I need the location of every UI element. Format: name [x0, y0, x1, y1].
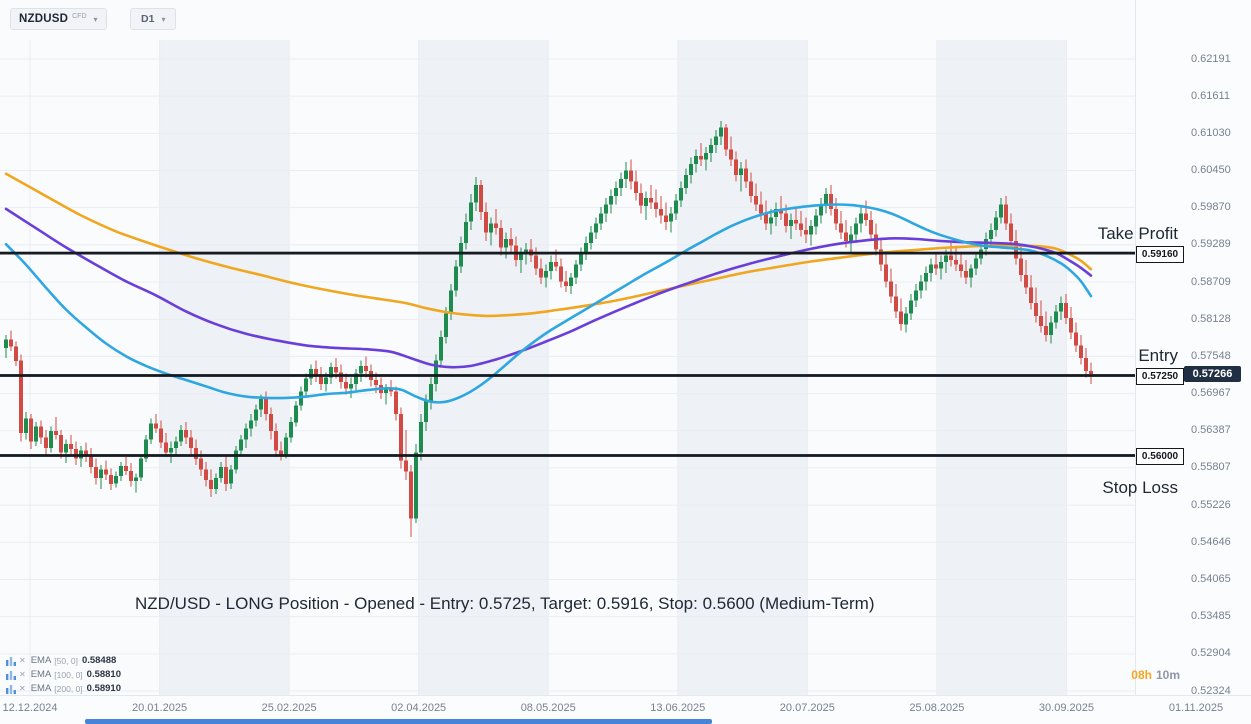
- mini-chart-icon: [6, 684, 16, 694]
- take-profit-label: Take Profit: [1097, 224, 1178, 244]
- date-tick-label: 13.06.2025: [650, 702, 706, 714]
- price-tick-label: 0.52324: [1191, 684, 1231, 697]
- ema-100-legend-row[interactable]: ✕ EMA [100, 0] 0.58810: [6, 668, 121, 681]
- indicator-legend: ✕ EMA [50, 0] 0.58488 ✕ EMA [100, 0] 0.5…: [6, 654, 121, 696]
- close-icon[interactable]: ✕: [19, 670, 26, 679]
- candle-countdown: 08h 10m: [1131, 668, 1180, 682]
- timeframe-label: D1: [141, 13, 155, 25]
- current-price-badge: 0.57266: [1184, 366, 1241, 383]
- time-scrollbar-thumb[interactable]: [85, 719, 712, 724]
- date-tick-label: 30.09.2025: [1038, 702, 1094, 714]
- date-tick-label: 12.12.2024: [2, 702, 58, 714]
- price-tick-label: 0.59870: [1191, 201, 1231, 214]
- price-tick-label: 0.60450: [1191, 164, 1231, 176]
- position-annotation: NZD/USD - LONG Position - Opened - Entry…: [135, 594, 875, 613]
- timeframe-selector[interactable]: D1 ▾: [130, 8, 177, 30]
- symbol-label: NZDUSD: [19, 13, 69, 25]
- entry-label: Entry: [1138, 346, 1178, 366]
- price-tick-label: 0.56387: [1191, 424, 1231, 437]
- chevron-down-icon: ▾: [93, 14, 98, 24]
- countdown-minutes: 10m: [1155, 668, 1180, 682]
- indicator-value: 0.58810: [86, 669, 121, 680]
- take-profit-badge: 0.59160: [1136, 245, 1184, 263]
- stop-loss-badge: 0.56000: [1136, 448, 1184, 466]
- indicator-params: [50, 0]: [54, 655, 78, 666]
- price-tick-label: 0.53485: [1191, 610, 1231, 623]
- ema-50-legend-row[interactable]: ✕ EMA [50, 0] 0.58488: [6, 654, 121, 667]
- date-tick-label: 01.11.2025: [1168, 702, 1224, 714]
- date-tick-label: 20.07.2025: [779, 702, 835, 714]
- close-icon[interactable]: ✕: [19, 684, 26, 693]
- price-tick-label: 0.61611: [1191, 89, 1230, 102]
- chevron-down-icon: ▾: [161, 14, 166, 24]
- symbol-type-label: CFD: [72, 12, 87, 20]
- price-tick-label: 0.59289: [1191, 238, 1231, 251]
- close-icon[interactable]: ✕: [19, 656, 26, 665]
- chart-toolbar: NZDUSD CFD ▾ D1 ▾: [0, 0, 1251, 40]
- date-tick-label: 20.01.2025: [132, 702, 188, 714]
- date-tick-label: 08.05.2025: [520, 702, 576, 714]
- price-tick-label: 0.58128: [1191, 312, 1231, 325]
- price-tick-label: 0.57548: [1191, 349, 1231, 362]
- price-tick-label: 0.55226: [1191, 498, 1231, 511]
- date-tick-label: 02.04.2025: [391, 702, 447, 714]
- indicator-params: [200, 0]: [54, 683, 83, 694]
- date-tick-label: 25.08.2025: [909, 702, 965, 714]
- indicator-value: 0.58488: [81, 655, 117, 666]
- price-tick-label: 0.62191: [1191, 52, 1231, 65]
- ema-200-legend-row[interactable]: ✕ EMA [200, 0] 0.58910: [6, 682, 121, 695]
- mini-chart-icon: [6, 656, 16, 666]
- indicator-params: [100, 0]: [54, 669, 83, 680]
- price-tick-label: 0.54646: [1191, 535, 1231, 548]
- entry-badge: 0.57250: [1136, 367, 1184, 385]
- price-tick-label: 0.52904: [1191, 647, 1231, 660]
- price-tick-label: 0.61030: [1191, 126, 1231, 139]
- stop-loss-label: Stop Loss: [1102, 477, 1178, 497]
- price-axis[interactable]: 0.62191 0.61611 0.61030 0.60450 0.59870 0.592…: [1135, 0, 1251, 697]
- date-tick-label: 25.02.2025: [261, 702, 317, 714]
- indicator-value: 0.58910: [86, 683, 121, 694]
- mini-chart-icon: [6, 670, 16, 680]
- price-tick-label: 0.58709: [1191, 275, 1231, 288]
- indicator-name: EMA: [30, 669, 52, 680]
- price-tick-label: 0.55807: [1191, 461, 1231, 474]
- symbol-selector[interactable]: NZDUSD CFD ▾: [10, 8, 107, 30]
- indicator-name: EMA: [30, 683, 52, 694]
- indicator-name: EMA: [30, 655, 52, 666]
- price-tick-label: 0.54065: [1191, 572, 1231, 585]
- price-tick-label: 0.56967: [1191, 387, 1231, 400]
- countdown-hours: 08h: [1131, 668, 1152, 682]
